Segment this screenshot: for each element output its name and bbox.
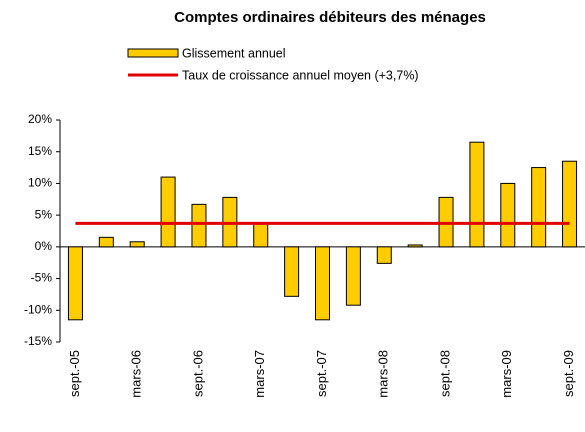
- bar: [67, 246, 83, 321]
- chart-title: Comptes ordinaires débiteurs des ménages: [174, 9, 486, 26]
- legend-label: Glissement annuel: [182, 46, 286, 60]
- y-tick-label: 5%: [35, 207, 53, 221]
- bar: [315, 246, 330, 321]
- bar: [531, 167, 547, 248]
- x-tick-label: sept.-06: [190, 350, 205, 397]
- x-tick-label: mars-08: [376, 350, 391, 398]
- y-tick-label: 15%: [28, 144, 52, 158]
- legend-label: Taux de croissance annuel moyen (+3,7%): [182, 68, 419, 82]
- bar: [284, 246, 300, 297]
- bar: [129, 241, 145, 248]
- bar: [191, 203, 207, 248]
- bar: [160, 176, 176, 248]
- x-tick-label: mars-07: [252, 350, 267, 398]
- bar: [407, 244, 423, 248]
- x-tick-label: sept.-09: [561, 350, 576, 397]
- y-tick-label: 0%: [35, 239, 53, 253]
- x-tick-label: sept.-08: [437, 350, 452, 397]
- y-tick-label: 20%: [28, 112, 52, 126]
- y-tick-label: -5%: [31, 271, 53, 285]
- legend-swatch: [127, 48, 179, 58]
- x-tick-label: sept.-05: [67, 350, 82, 397]
- bar: [562, 160, 578, 248]
- x-tick-label: mars-06: [129, 350, 144, 398]
- x-tick-label: mars-09: [499, 350, 514, 398]
- y-tick-label: -15%: [24, 334, 52, 348]
- x-tick-label: sept.-07: [314, 350, 329, 397]
- bar: [469, 141, 485, 248]
- y-tick-label: -10%: [24, 302, 52, 316]
- bar: [345, 246, 361, 306]
- y-tick-label: 10%: [28, 176, 52, 190]
- bar: [500, 182, 516, 248]
- bar: [253, 222, 269, 248]
- bar: [376, 246, 392, 264]
- bar: [98, 236, 114, 248]
